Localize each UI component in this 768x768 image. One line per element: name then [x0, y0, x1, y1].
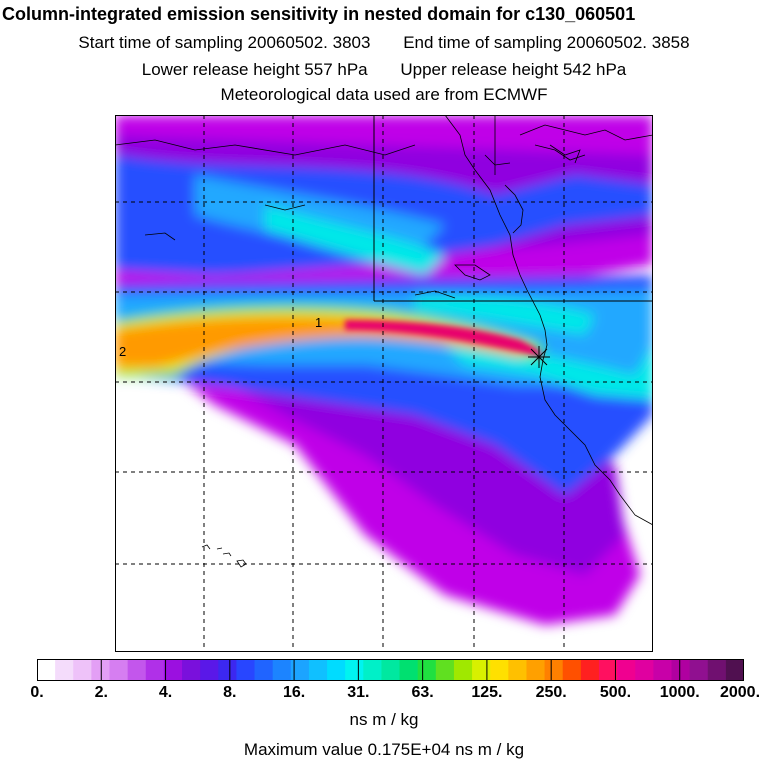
colorbar-cell: [381, 659, 401, 681]
colorbar-cell: [617, 659, 636, 681]
colorbar-cell: [109, 659, 129, 681]
colorbar-cell: [73, 659, 92, 681]
colorbar-frame: [37, 659, 744, 681]
colorbar-tick-label: 2000.: [719, 684, 761, 701]
colorbar-cell: [308, 659, 328, 681]
colorbar-cell: [55, 659, 74, 681]
lower-release-label: Lower release height 557 hPa: [141, 60, 368, 79]
colorbar-cell: [327, 659, 346, 681]
star-icon: [528, 346, 550, 368]
colorbar-cell: [236, 659, 256, 681]
colorbar: [37, 659, 744, 681]
colorbar-cell: [399, 659, 419, 681]
colorbar-cell: [145, 659, 165, 681]
colorbar-cell: [37, 659, 56, 681]
colorbar-cell: [508, 659, 528, 681]
colorbar-cell: [200, 659, 219, 681]
colorbar-tick-label: 8.: [223, 684, 237, 701]
colorbar-cell: [363, 659, 383, 681]
release-heights: Lower release height 557 hPa Upper relea…: [0, 60, 768, 80]
met-data-label: Meteorological data used are from ECMWF: [220, 85, 548, 104]
colorbar-tick-label: 1000.: [659, 684, 700, 701]
colorbar-cell: [435, 659, 455, 681]
colorbar-tick-label: 0.: [30, 684, 44, 701]
colorbar-cell: [562, 659, 582, 681]
sensitivity-map: 1 2: [115, 115, 653, 652]
maximum-value-label: Maximum value 0.175E+04 ns m / kg: [243, 740, 525, 759]
colorbar-cell: [671, 659, 691, 681]
colorbar-cell: [580, 659, 600, 681]
colorbar-tick-label: 63.: [411, 684, 434, 701]
sampling-times: Start time of sampling 20060502. 3803 En…: [0, 33, 768, 53]
colorbar-cell: [598, 659, 618, 681]
colorbar-cell: [290, 659, 310, 681]
colorbar-cell: [689, 659, 709, 681]
marker-2: 2: [119, 344, 126, 359]
colorbar-cell: [127, 659, 147, 681]
colorbar-tick-label: 125.: [471, 684, 503, 701]
plot-title: Column-integrated emission sensitivity i…: [2, 4, 636, 24]
colorbar-tick-label: 500.: [599, 684, 632, 701]
upper-release-label: Upper release height 542 hPa: [400, 60, 627, 79]
colorbar-cell: [526, 659, 546, 681]
colorbar-tick-label: 250.: [535, 684, 567, 701]
colorbar-cell: [345, 659, 364, 681]
colorbar-cell: [218, 659, 238, 681]
end-time-label: End time of sampling 20060502. 3858: [403, 33, 690, 52]
graticule: [115, 115, 653, 652]
islands: [201, 544, 247, 568]
colorbar-tick-label: 4.: [158, 684, 173, 701]
map-frame: [115, 115, 653, 652]
colorbar-tick-label: 31.: [347, 684, 370, 701]
colorbar-tick-label: 16.: [282, 684, 306, 701]
marker-1: 1: [315, 315, 322, 330]
colorbar-cell: [417, 659, 437, 681]
colorbar-cell: [91, 659, 111, 681]
colorbar-cell: [254, 659, 274, 681]
colorbar-cell: [707, 659, 727, 681]
plume-field: [115, 115, 653, 625]
colorbar-cell: [725, 659, 744, 681]
colorbar-cell: [272, 659, 292, 681]
colorbar-cell: [453, 659, 473, 681]
colorbar-cell: [544, 659, 564, 681]
colorbar-cell: [653, 659, 673, 681]
colorbar-unit: ns m / kg: [349, 710, 419, 729]
colorbar-cell: [472, 659, 491, 681]
colorbar-cell: [490, 659, 509, 681]
colorbar-cell: [182, 659, 201, 681]
nest-box: [373, 115, 653, 302]
colorbar-cell: [635, 659, 654, 681]
plume-core: [345, 320, 543, 357]
colorbar-cell: [163, 659, 183, 681]
start-time-label: Start time of sampling 20060502. 3803: [78, 33, 371, 52]
colorbar-tick-label: 2.: [94, 684, 108, 701]
coastlines: [115, 115, 653, 526]
